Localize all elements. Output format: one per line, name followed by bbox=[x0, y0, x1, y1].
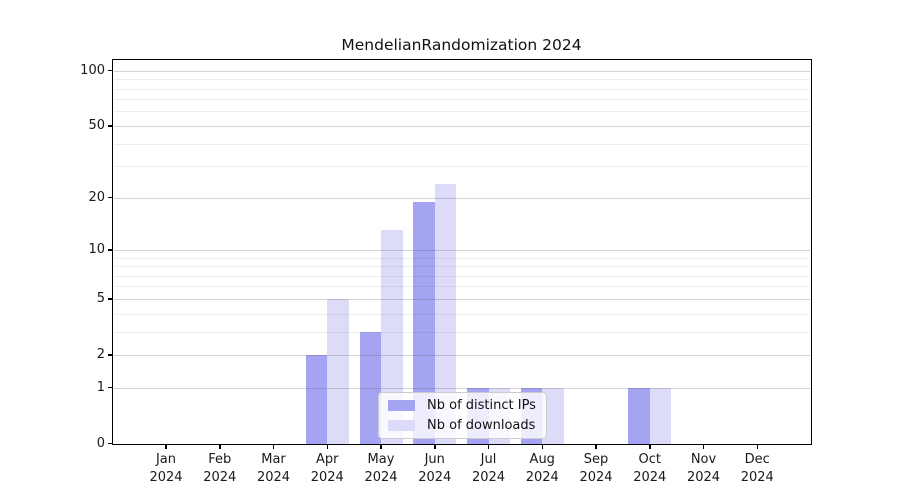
gridline-minor bbox=[113, 266, 810, 268]
x-tick-mark bbox=[380, 445, 382, 449]
bar-downloads bbox=[434, 183, 457, 444]
gridline-minor bbox=[113, 331, 810, 333]
x-tick-label: Oct 2024 bbox=[633, 452, 667, 485]
x-tick-mark bbox=[165, 445, 167, 449]
x-tick-label: Nov 2024 bbox=[686, 452, 721, 485]
x-tick-mark bbox=[541, 445, 543, 449]
x-tick-mark bbox=[219, 445, 221, 449]
y-tick-label: 1 bbox=[96, 379, 105, 395]
y-tick-label: 50 bbox=[88, 117, 105, 133]
gridline-minor bbox=[113, 166, 810, 168]
y-tick-label: 5 bbox=[96, 290, 105, 306]
gridline-minor bbox=[113, 286, 810, 288]
x-tick-label: May 2024 bbox=[364, 452, 398, 485]
x-tick-mark bbox=[595, 445, 597, 449]
legend-label-downloads: Nb of downloads bbox=[427, 417, 536, 433]
x-tick-label: Dec 2024 bbox=[740, 452, 774, 485]
x-tick-mark bbox=[272, 445, 275, 449]
legend-item-distinct-ips: Nb of distinct IPs bbox=[388, 397, 537, 413]
gridline-minor bbox=[113, 313, 810, 315]
gridline-minor bbox=[113, 99, 810, 101]
y-tick-mark bbox=[108, 354, 112, 356]
y-tick-mark bbox=[108, 298, 112, 300]
x-tick-mark bbox=[756, 445, 758, 449]
bar-distinct-ips bbox=[628, 387, 650, 444]
y-tick-mark bbox=[108, 442, 112, 445]
x-tick-label: Feb 2024 bbox=[203, 452, 237, 485]
x-tick-mark bbox=[702, 445, 705, 449]
x-tick-label: Sep 2024 bbox=[579, 452, 613, 485]
bar-distinct-ips bbox=[413, 201, 435, 444]
bar-downloads bbox=[649, 387, 672, 444]
legend-swatch-distinct-ips bbox=[388, 399, 415, 411]
y-tick-label: 0 bbox=[96, 435, 105, 451]
x-tick-label: Mar 2024 bbox=[256, 452, 291, 485]
gridline-minor bbox=[113, 88, 810, 90]
x-tick-label: Jan 2024 bbox=[149, 452, 183, 485]
x-tick-label: Jul 2024 bbox=[471, 452, 506, 485]
gridline-major bbox=[113, 354, 810, 356]
gridline-major bbox=[113, 249, 810, 251]
gridline-minor bbox=[113, 111, 810, 113]
legend-item-downloads: Nb of downloads bbox=[388, 417, 537, 433]
y-tick-mark bbox=[108, 249, 112, 251]
y-tick-mark bbox=[108, 196, 112, 199]
plot-area bbox=[113, 60, 810, 444]
bar-distinct-ips bbox=[359, 331, 381, 444]
gridline-minor bbox=[113, 79, 810, 81]
y-tick-mark bbox=[108, 386, 112, 389]
gridline-minor bbox=[113, 143, 810, 145]
x-tick-label: Aug 2024 bbox=[525, 452, 559, 485]
gridline-major bbox=[113, 197, 810, 199]
y-tick-label: 10 bbox=[88, 241, 105, 257]
legend-swatch-downloads bbox=[388, 419, 415, 431]
bar-downloads bbox=[542, 387, 564, 444]
y-tick-mark bbox=[108, 69, 112, 72]
x-tick-mark bbox=[487, 445, 490, 449]
bar-distinct-ips bbox=[305, 354, 328, 444]
y-tick-label: 100 bbox=[80, 62, 105, 78]
bar-downloads bbox=[381, 230, 403, 444]
x-tick-label: Jun 2024 bbox=[418, 452, 452, 485]
gridline-major bbox=[113, 387, 810, 389]
x-tick-label: Apr 2024 bbox=[310, 452, 344, 485]
y-tick-label: 20 bbox=[88, 189, 105, 205]
chart-title: MendelianRandomization 2024 bbox=[341, 36, 582, 54]
x-tick-mark bbox=[434, 445, 436, 449]
legend-label-distinct-ips: Nb of distinct IPs bbox=[427, 397, 536, 413]
gridline-minor bbox=[113, 275, 810, 277]
gridline-major bbox=[113, 298, 810, 300]
gridline-minor bbox=[113, 257, 810, 259]
y-tick-label: 2 bbox=[96, 346, 105, 362]
legend: Nb of distinct IPs Nb of downloads bbox=[378, 392, 547, 439]
bar-downloads bbox=[327, 298, 349, 444]
x-tick-mark bbox=[649, 445, 651, 449]
y-tick-mark bbox=[108, 125, 112, 127]
x-tick-mark bbox=[326, 445, 328, 449]
gridline-major bbox=[113, 70, 810, 72]
gridline-major bbox=[113, 125, 810, 127]
